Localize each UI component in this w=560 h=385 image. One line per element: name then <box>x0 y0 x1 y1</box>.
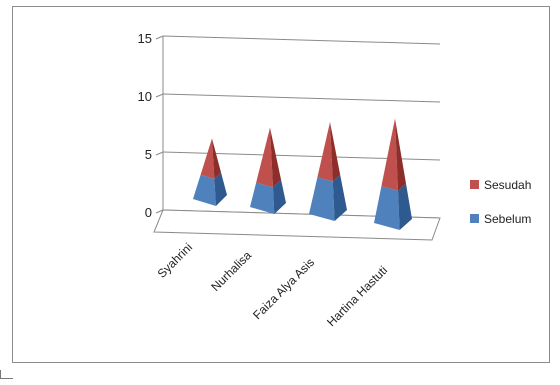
y-tick-mark <box>155 209 164 214</box>
bar-sesudah-side <box>212 138 221 179</box>
pyramid-3 <box>309 122 347 221</box>
legend-swatch <box>470 214 479 223</box>
y-tick-mark <box>155 151 164 156</box>
chart-floor <box>153 209 441 241</box>
bar-sebelum-side <box>398 183 412 230</box>
bar-sebelum-side <box>272 179 286 214</box>
bar-sesudah-side <box>395 118 406 191</box>
gridline <box>162 93 441 103</box>
category-label: Nurhalisa <box>208 248 254 294</box>
y-tick-label: 10 <box>138 89 152 104</box>
legend-label: Sesudah <box>484 178 531 192</box>
legend-swatch <box>470 180 479 189</box>
y-axis-ticks: 0 5 10 15 <box>138 31 164 220</box>
category-label: Hartina Hastuti <box>324 263 390 329</box>
bar-sebelum-front <box>309 177 335 221</box>
bar-sebelum-front <box>250 182 275 214</box>
bar-sesudah-front <box>381 118 399 191</box>
bar-sebelum-front <box>193 174 216 206</box>
category-label: Syahrini <box>155 240 196 281</box>
floor-plane <box>153 209 441 241</box>
y-tick-mark <box>155 35 164 40</box>
bar-sebelum-front <box>374 186 400 230</box>
bar-sesudah-side <box>330 122 341 182</box>
bar-sesudah-front <box>256 127 273 188</box>
pyramids <box>193 118 412 230</box>
y-tick-label: 0 <box>145 205 152 220</box>
bar-sebelum-side <box>214 172 227 206</box>
legend-label: Sebelum <box>484 212 531 226</box>
bar-sesudah-side <box>270 127 282 188</box>
y-tick-mark <box>155 93 164 98</box>
bar-sebelum-side <box>332 174 347 221</box>
pyramid-2 <box>250 127 286 214</box>
y-tick-label: 5 <box>145 147 152 162</box>
y-tick-label: 15 <box>138 31 152 46</box>
corner-mark <box>0 370 13 379</box>
bar-sesudah-front <box>200 138 215 179</box>
pyramid-1 <box>193 138 227 206</box>
category-label: Faiza Alya Asis <box>250 255 317 322</box>
legend: Sesudah Sebelum <box>470 178 531 226</box>
bar-sesudah-front <box>317 122 333 182</box>
pyramid-4 <box>374 118 412 230</box>
gridline <box>162 35 441 45</box>
